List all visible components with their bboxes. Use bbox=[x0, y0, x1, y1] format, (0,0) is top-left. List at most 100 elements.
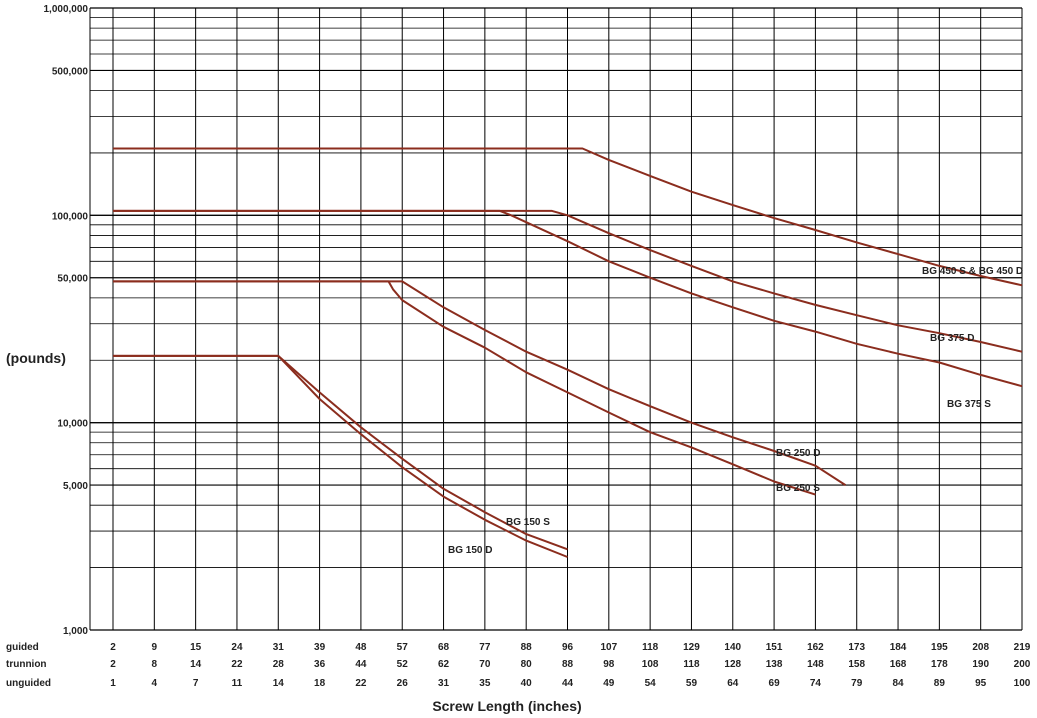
x-tick-label: 184 bbox=[890, 642, 907, 653]
x-tick-label: 84 bbox=[892, 678, 904, 689]
x-tick-label: 52 bbox=[397, 659, 409, 670]
x-tick-label: 49 bbox=[603, 678, 615, 689]
x-tick-label: 118 bbox=[683, 659, 700, 670]
x-tick-label: 39 bbox=[314, 642, 326, 653]
x-tick-label: 18 bbox=[314, 678, 326, 689]
x-tick-label: 2 bbox=[110, 659, 116, 670]
x-tick-label: 88 bbox=[562, 659, 574, 670]
x-tick-label: 1 bbox=[110, 678, 116, 689]
x-tick-label: 190 bbox=[972, 659, 989, 670]
x-tick-label: 107 bbox=[600, 642, 617, 653]
series-label-bg-250-s: BG 250 S bbox=[776, 483, 820, 494]
x-tick-label: 44 bbox=[562, 678, 574, 689]
x-tick-label: 108 bbox=[642, 659, 659, 670]
x-tick-label: 14 bbox=[273, 678, 285, 689]
x-tick-label: 200 bbox=[1014, 659, 1031, 670]
x-row-label-unguided: unguided bbox=[6, 678, 51, 689]
x-tick-label: 80 bbox=[521, 659, 533, 670]
x-tick-label: 24 bbox=[231, 642, 243, 653]
y-tick-label: 100,000 bbox=[52, 211, 89, 222]
y-tick-label: 10,000 bbox=[57, 419, 88, 430]
y-tick-label: 1,000 bbox=[63, 626, 88, 637]
series-line-bg-375-s bbox=[113, 209, 1023, 388]
x-tick-label: 64 bbox=[727, 678, 739, 689]
series-labels: BG 450 S & BG 450 D BG 375 D BG 375 S BG 25… bbox=[448, 266, 1023, 556]
x-axis-rows: guided 2 9 15 24 31 39 48 57 68 77 88 96 107 118 129 140… bbox=[6, 642, 1031, 689]
x-tick-label: 96 bbox=[562, 642, 574, 653]
x-tick-label: 151 bbox=[766, 642, 783, 653]
y-tick-labels: 1,000 5,000 10,000 50,000 100,000 500,000 1,00… bbox=[44, 4, 89, 637]
y-axis-label: (pounds) bbox=[6, 350, 66, 366]
y-tick-label: 50,000 bbox=[57, 274, 88, 285]
x-tick-label: 44 bbox=[355, 659, 367, 670]
x-tick-label: 31 bbox=[273, 642, 285, 653]
y-tick-label: 5,000 bbox=[63, 481, 88, 492]
x-tick-label: 158 bbox=[848, 659, 865, 670]
x-tick-label: 140 bbox=[724, 642, 741, 653]
series-line-bg-150-d bbox=[113, 354, 568, 558]
x-tick-label: 54 bbox=[645, 678, 657, 689]
x-tick-label: 208 bbox=[972, 642, 989, 653]
x-tick-label: 4 bbox=[152, 678, 158, 689]
series-lines bbox=[113, 147, 1023, 558]
x-tick-label: 28 bbox=[273, 659, 285, 670]
x-tick-label: 26 bbox=[397, 678, 409, 689]
grid-lines bbox=[89, 7, 1023, 631]
x-tick-label: 77 bbox=[479, 642, 491, 653]
series-label-bg-375-d: BG 375 D bbox=[930, 333, 974, 344]
x-tick-label: 68 bbox=[438, 642, 450, 653]
x-tick-label: 31 bbox=[438, 678, 450, 689]
x-tick-label: 48 bbox=[355, 642, 367, 653]
series-label-bg-375-s: BG 375 S bbox=[947, 399, 991, 410]
x-tick-label: 129 bbox=[683, 642, 700, 653]
series-label-bg-150-s: BG 150 S bbox=[506, 517, 550, 528]
x-tick-label: 195 bbox=[931, 642, 948, 653]
series-line-bg-150-s bbox=[113, 354, 568, 551]
x-tick-label: 219 bbox=[1014, 642, 1031, 653]
series-label-bg-250-d: BG 250 D bbox=[776, 448, 820, 459]
x-tick-label: 2 bbox=[110, 642, 116, 653]
x-tick-label: 79 bbox=[851, 678, 863, 689]
x-tick-label: 138 bbox=[766, 659, 783, 670]
series-label-bg-450-s-bg-450-d: BG 450 S & BG 450 D bbox=[922, 266, 1023, 277]
x-tick-label: 173 bbox=[848, 642, 865, 653]
x-tick-label: 36 bbox=[314, 659, 326, 670]
x-tick-label: 9 bbox=[152, 642, 158, 653]
x-tick-label: 178 bbox=[931, 659, 948, 670]
x-tick-label: 100 bbox=[1014, 678, 1031, 689]
x-tick-label: 98 bbox=[603, 659, 615, 670]
x-tick-label: 22 bbox=[231, 659, 243, 670]
x-axis-label: Screw Length (inches) bbox=[432, 698, 581, 714]
x-tick-label: 162 bbox=[807, 642, 824, 653]
x-tick-label: 59 bbox=[686, 678, 698, 689]
x-tick-label: 70 bbox=[479, 659, 491, 670]
x-tick-label: 14 bbox=[190, 659, 202, 670]
y-tick-label: 500,000 bbox=[52, 66, 89, 77]
x-tick-label: 8 bbox=[152, 659, 158, 670]
series-label-bg-150-d: BG 150 D bbox=[448, 545, 492, 556]
series-line-bg-450-s-bg-450-d bbox=[113, 147, 1023, 287]
y-tick-label: 1,000,000 bbox=[44, 4, 89, 15]
x-tick-label: 57 bbox=[397, 642, 409, 653]
x-tick-label: 62 bbox=[438, 659, 450, 670]
x-row-label-guided: guided bbox=[6, 642, 39, 653]
x-tick-label: 69 bbox=[769, 678, 781, 689]
x-tick-label: 95 bbox=[975, 678, 987, 689]
x-tick-label: 15 bbox=[190, 642, 202, 653]
x-tick-label: 74 bbox=[810, 678, 822, 689]
x-tick-label: 7 bbox=[193, 678, 199, 689]
x-tick-label: 128 bbox=[724, 659, 741, 670]
series-line-bg-250-d bbox=[113, 280, 847, 486]
x-tick-label: 40 bbox=[521, 678, 533, 689]
series-line-bg-250-s bbox=[113, 280, 816, 496]
x-tick-label: 89 bbox=[934, 678, 946, 689]
series-line-bg-375-d bbox=[113, 209, 1023, 353]
x-tick-label: 35 bbox=[479, 678, 491, 689]
x-tick-label: 22 bbox=[355, 678, 367, 689]
x-tick-label: 88 bbox=[521, 642, 533, 653]
x-tick-label: 168 bbox=[890, 659, 907, 670]
x-tick-label: 118 bbox=[642, 642, 659, 653]
x-tick-label: 11 bbox=[232, 678, 243, 689]
x-row-label-trunnion: trunnion bbox=[6, 659, 47, 670]
